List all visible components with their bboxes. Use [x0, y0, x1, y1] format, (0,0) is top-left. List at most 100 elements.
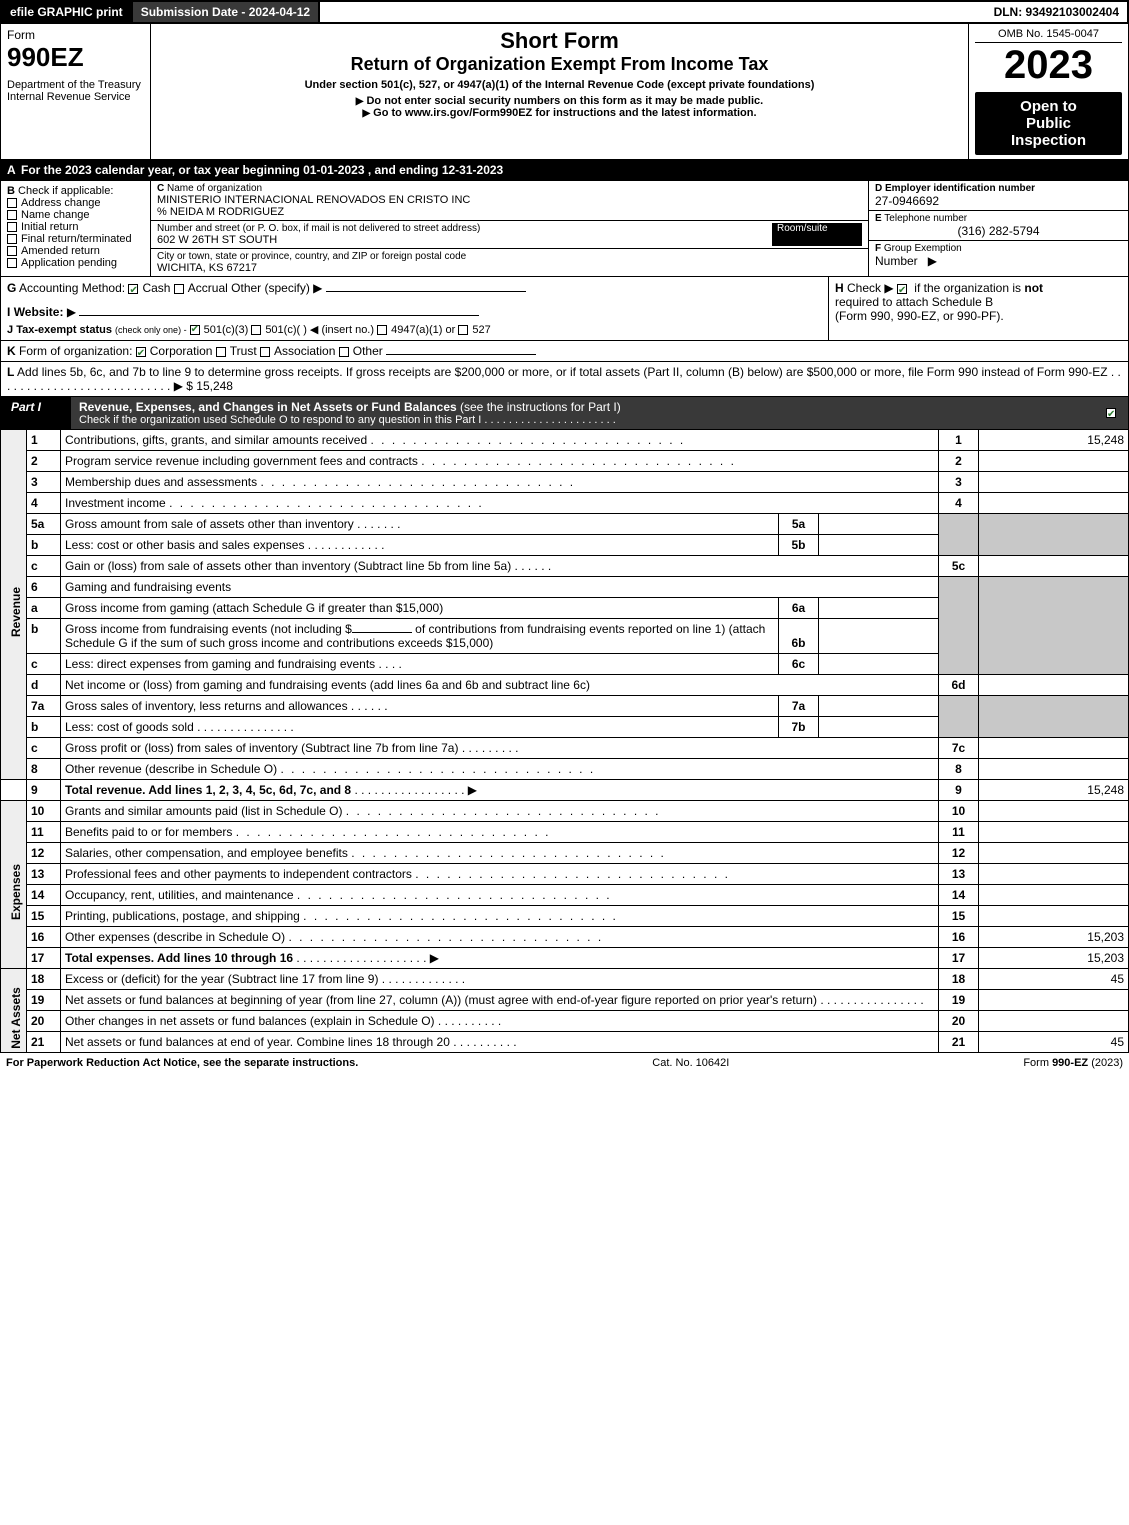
- form-number: 990EZ: [7, 42, 144, 73]
- expenses-side-label: Expenses: [9, 857, 23, 927]
- checkbox-other-org[interactable]: [339, 347, 349, 357]
- section-def: D Employer identification number 27-0946…: [868, 181, 1128, 276]
- city-state-zip: WICHITA, KS 67217: [157, 262, 862, 274]
- city-label: City or town, state or province, country…: [157, 251, 862, 262]
- header-center: Short Form Return of Organization Exempt…: [151, 24, 968, 159]
- paperwork-notice: For Paperwork Reduction Act Notice, see …: [6, 1057, 358, 1069]
- row-j: J Tax-exempt status (check only one) - 5…: [7, 323, 822, 336]
- table-row: 14Occupancy, rent, utilities, and mainte…: [1, 885, 1129, 906]
- checkbox-corporation[interactable]: [136, 347, 146, 357]
- line-18-value: 45: [979, 969, 1129, 990]
- checkbox-association[interactable]: [260, 347, 270, 357]
- section-h: H Check ▶ if the organization is not req…: [828, 277, 1128, 340]
- checkbox-final-return[interactable]: Final return/terminated: [7, 233, 144, 245]
- cat-number: Cat. No. 10642I: [358, 1057, 1023, 1069]
- table-row: 8Other revenue (describe in Schedule O) …: [1, 759, 1129, 780]
- row-l: L Add lines 5b, 6c, and 7b to line 9 to …: [0, 362, 1129, 397]
- table-row: 5aGross amount from sale of assets other…: [1, 514, 1129, 535]
- checkbox-address-change[interactable]: Address change: [7, 197, 144, 209]
- under-section: Under section 501(c), 527, or 4947(a)(1)…: [157, 79, 962, 91]
- dln-label: DLN: 93492103002404: [986, 2, 1127, 22]
- part-i-title: Revenue, Expenses, and Changes in Net As…: [71, 397, 1098, 429]
- header-left: Form 990EZ Department of the Treasury In…: [1, 24, 151, 159]
- form-subtitle: Return of Organization Exempt From Incom…: [157, 54, 962, 75]
- omb-number: OMB No. 1545-0047: [975, 28, 1122, 43]
- table-row: Expenses 10Grants and similar amounts pa…: [1, 801, 1129, 822]
- phone-value: (316) 282-5794: [875, 224, 1122, 238]
- f-number-label: Number: [875, 254, 918, 268]
- table-row: 2Program service revenue including gover…: [1, 451, 1129, 472]
- part-i-checkbox[interactable]: [1098, 397, 1128, 429]
- form-footer-label: Form 990-EZ (2023): [1023, 1057, 1123, 1069]
- page-footer: For Paperwork Reduction Act Notice, see …: [0, 1053, 1129, 1073]
- table-row: 15Printing, publications, postage, and s…: [1, 906, 1129, 927]
- part-i-header: Part I Revenue, Expenses, and Changes in…: [0, 397, 1129, 430]
- section-b: B Check if applicable: Address change Na…: [1, 181, 151, 276]
- care-of: % NEIDA M RODRIGUEZ: [157, 206, 862, 218]
- checkbox-4947[interactable]: [377, 325, 387, 335]
- checkbox-accrual[interactable]: [174, 284, 184, 294]
- checkbox-501c[interactable]: [251, 325, 261, 335]
- revenue-side-label: Revenue: [9, 577, 23, 647]
- website-input[interactable]: [79, 315, 479, 316]
- checkbox-application-pending[interactable]: Application pending: [7, 257, 144, 269]
- row-gh: G Accounting Method: Cash Accrual Other …: [0, 277, 1129, 341]
- table-row: cGain or (loss) from sale of assets othe…: [1, 556, 1129, 577]
- line-21-value: 45: [979, 1032, 1129, 1053]
- checkbox-amended-return[interactable]: Amended return: [7, 245, 144, 257]
- ssn-warning: Do not enter social security numbers on …: [157, 95, 962, 107]
- table-row: 21Net assets or fund balances at end of …: [1, 1032, 1129, 1053]
- table-row: 11Benefits paid to or for members 11: [1, 822, 1129, 843]
- b-heading: Check if applicable:: [18, 185, 113, 197]
- table-row: 19Net assets or fund balances at beginni…: [1, 990, 1129, 1011]
- form-title: Short Form: [157, 28, 962, 54]
- ein-value: 27-0946692: [875, 194, 1122, 208]
- checkbox-cash[interactable]: [128, 284, 138, 294]
- row-i: I Website: ▶: [7, 305, 822, 319]
- top-bar: efile GRAPHIC print Submission Date - 20…: [0, 0, 1129, 24]
- table-row: 3Membership dues and assessments 3: [1, 472, 1129, 493]
- table-row: 17Total expenses. Add lines 10 through 1…: [1, 948, 1129, 969]
- efile-print-button[interactable]: efile GRAPHIC print: [2, 2, 133, 22]
- checkbox-schedule-b-not-required[interactable]: [897, 284, 907, 294]
- table-row: cGross profit or (loss) from sales of in…: [1, 738, 1129, 759]
- form-label: Form: [7, 28, 144, 42]
- dept-treasury: Department of the Treasury: [7, 79, 144, 91]
- other-specify-input[interactable]: [326, 291, 526, 292]
- addr-label: Number and street (or P. O. box, if mail…: [157, 223, 772, 234]
- checkbox-501c3[interactable]: [190, 325, 200, 335]
- c-name-label: Name of organization: [167, 183, 262, 194]
- d-heading: Employer identification number: [885, 183, 1035, 194]
- table-row: 16Other expenses (describe in Schedule O…: [1, 927, 1129, 948]
- goto-link[interactable]: Go to www.irs.gov/Form990EZ for instruct…: [157, 107, 962, 119]
- part-i-tag: Part I: [1, 397, 71, 429]
- section-g-i-j: G Accounting Method: Cash Accrual Other …: [1, 277, 828, 340]
- table-row: 13Professional fees and other payments t…: [1, 864, 1129, 885]
- lines-table: Revenue 1Contributions, gifts, grants, a…: [0, 430, 1129, 1053]
- f-heading: Group Exemption: [884, 243, 962, 254]
- checkbox-trust[interactable]: [216, 347, 226, 357]
- info-block: B Check if applicable: Address change Na…: [0, 181, 1129, 277]
- checkbox-initial-return[interactable]: Initial return: [7, 221, 144, 233]
- line-16-value: 15,203: [979, 927, 1129, 948]
- table-row: Net Assets 18Excess or (deficit) for the…: [1, 969, 1129, 990]
- table-row: 6Gaming and fundraising events: [1, 577, 1129, 598]
- form-header: Form 990EZ Department of the Treasury In…: [0, 24, 1129, 160]
- checkbox-name-change[interactable]: Name change: [7, 209, 144, 221]
- checkbox-527[interactable]: [458, 325, 468, 335]
- header-right: OMB No. 1545-0047 2023 Open to Public In…: [968, 24, 1128, 159]
- room-suite-label: Room/suite: [772, 223, 862, 246]
- netassets-side-label: Net Assets: [9, 983, 23, 1053]
- gross-receipts-value: $ 15,248: [186, 379, 233, 393]
- table-row: 4Investment income 4: [1, 493, 1129, 514]
- line-17-value: 15,203: [979, 948, 1129, 969]
- org-name: MINISTERIO INTERNACIONAL RENOVADOS EN CR…: [157, 194, 862, 206]
- street-address: 602 W 26TH ST SOUTH: [157, 234, 772, 246]
- table-row: 9Total revenue. Add lines 1, 2, 3, 4, 5c…: [1, 780, 1129, 801]
- row-g: G Accounting Method: Cash Accrual Other …: [7, 281, 822, 295]
- open-public-inspection: Open to Public Inspection: [975, 92, 1122, 155]
- dept-irs: Internal Revenue Service: [7, 91, 144, 103]
- row-a-tax-year: AFor the 2023 calendar year, or tax year…: [0, 160, 1129, 181]
- line-9-value: 15,248: [979, 780, 1129, 801]
- table-row: Revenue 1Contributions, gifts, grants, a…: [1, 430, 1129, 451]
